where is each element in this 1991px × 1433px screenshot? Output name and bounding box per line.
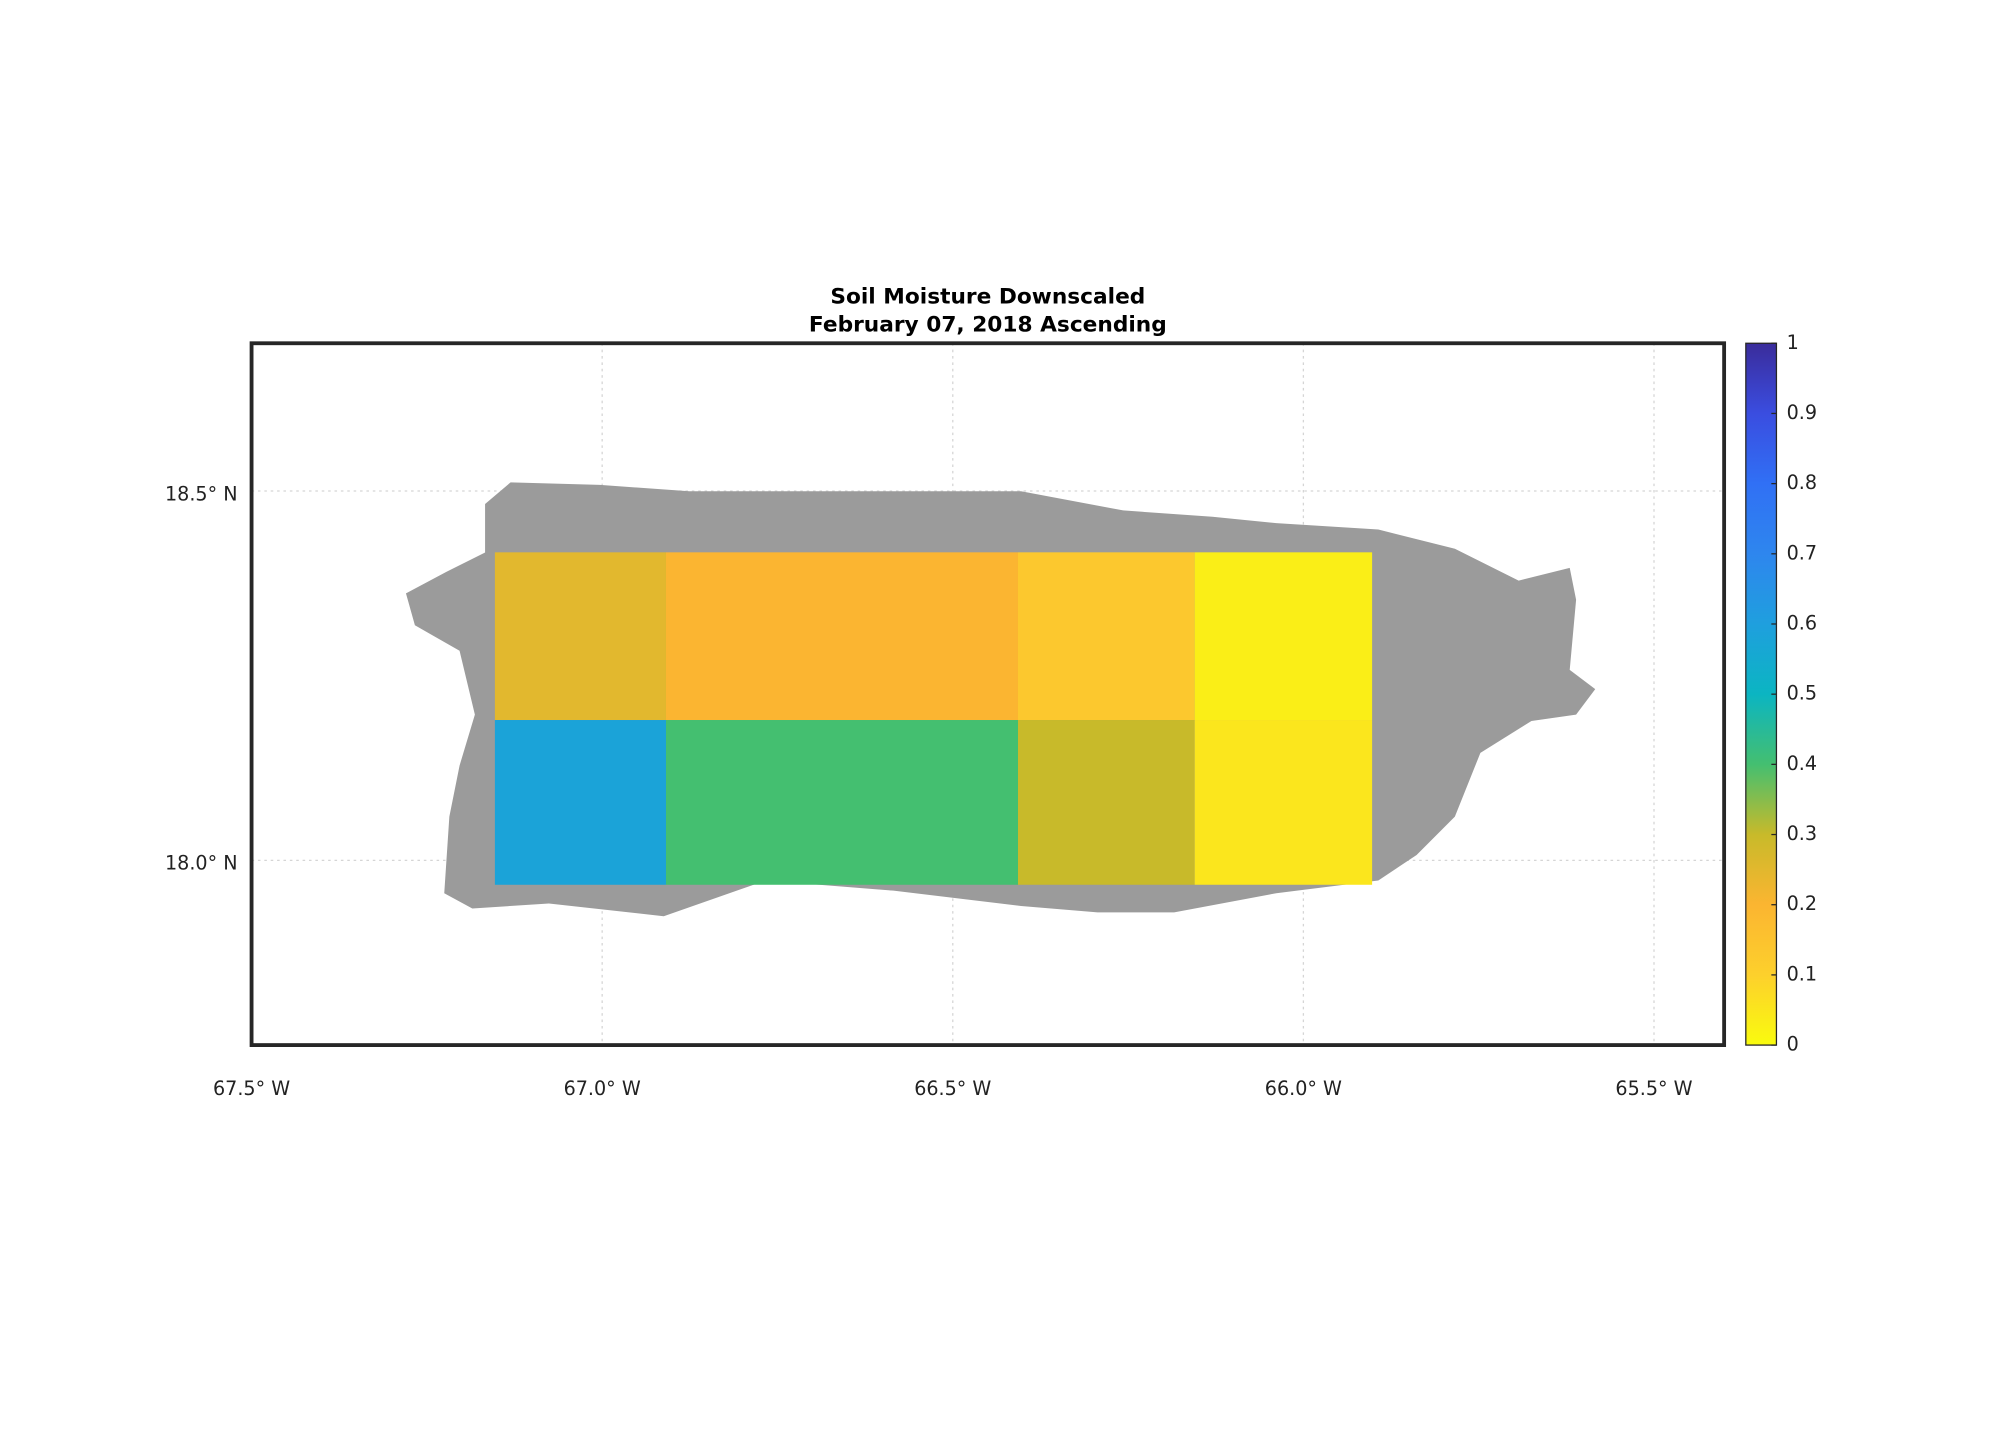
x-tick-label: 67.5° W	[213, 1077, 290, 1100]
tile	[1194, 552, 1373, 721]
x-tick-label: 67.0° W	[564, 1077, 641, 1100]
tile	[1194, 720, 1373, 885]
x-tick-label: 66.5° W	[914, 1077, 991, 1100]
tiles	[494, 552, 1373, 885]
colorbar-tick-label: 0.4	[1787, 752, 1817, 775]
y-tick-label: 18.0° N	[165, 852, 238, 875]
tile	[1017, 552, 1195, 721]
y-tick-label: 18.5° N	[165, 482, 238, 505]
colorbar-tick-label: 0.7	[1787, 541, 1817, 564]
colorbar-tick-label: 0.5	[1787, 682, 1817, 705]
colorbar-tick-label: 0	[1787, 1033, 1799, 1056]
colorbar-tick-label: 0.2	[1787, 892, 1817, 915]
colorbar-tick-label: 0.9	[1787, 401, 1817, 424]
tile	[665, 552, 1018, 721]
colorbar-tick-label: 0.3	[1787, 822, 1817, 845]
colorbar-tick-label: 1	[1787, 331, 1799, 354]
colorbar-tick-label: 0.6	[1787, 611, 1817, 634]
tile	[494, 720, 666, 885]
tile	[1017, 720, 1195, 885]
axes-frame	[249, 341, 1727, 1047]
colorbar-tick-label: 0.1	[1787, 962, 1817, 985]
x-tick-label: 65.5° W	[1615, 1077, 1692, 1100]
chart-subtitle: February 07, 2018 Ascending	[809, 312, 1167, 337]
tile	[494, 552, 666, 721]
tile	[665, 720, 1018, 885]
colorbar-tick-label: 0.8	[1787, 471, 1817, 494]
chart-title: Soil Moisture Downscaled	[830, 284, 1145, 309]
x-tick-label: 66.0° W	[1265, 1077, 1342, 1100]
